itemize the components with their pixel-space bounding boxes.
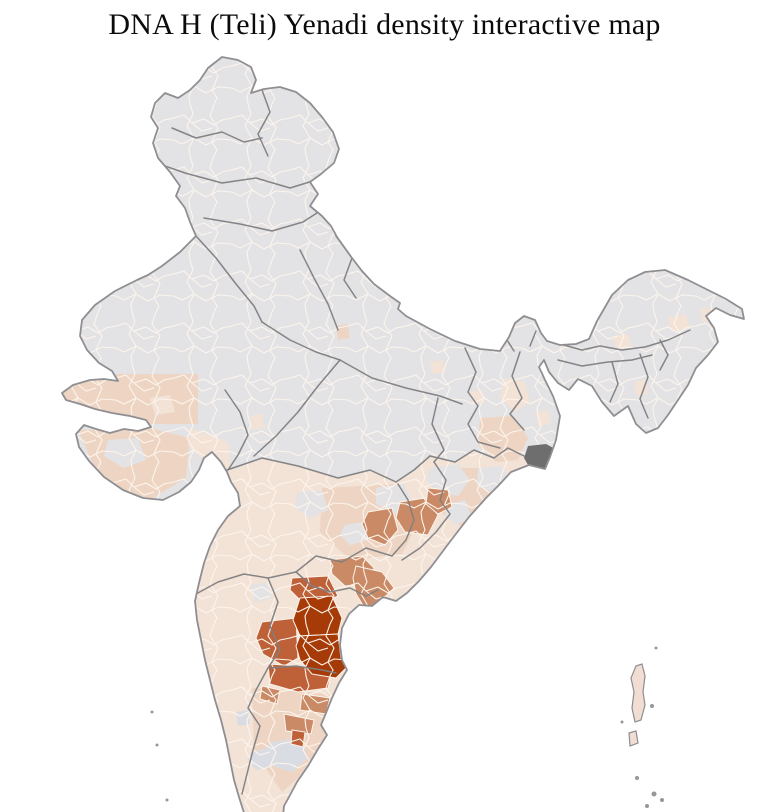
state-borders <box>147 89 691 795</box>
nicobar-islands[interactable] <box>635 776 664 808</box>
andaman-islands[interactable] <box>620 646 658 747</box>
lakshadweep-islands[interactable] <box>150 710 169 802</box>
page-title: DNA H (Teli) Yenadi density interactive … <box>108 8 661 41</box>
india-country-outline <box>61 56 745 812</box>
